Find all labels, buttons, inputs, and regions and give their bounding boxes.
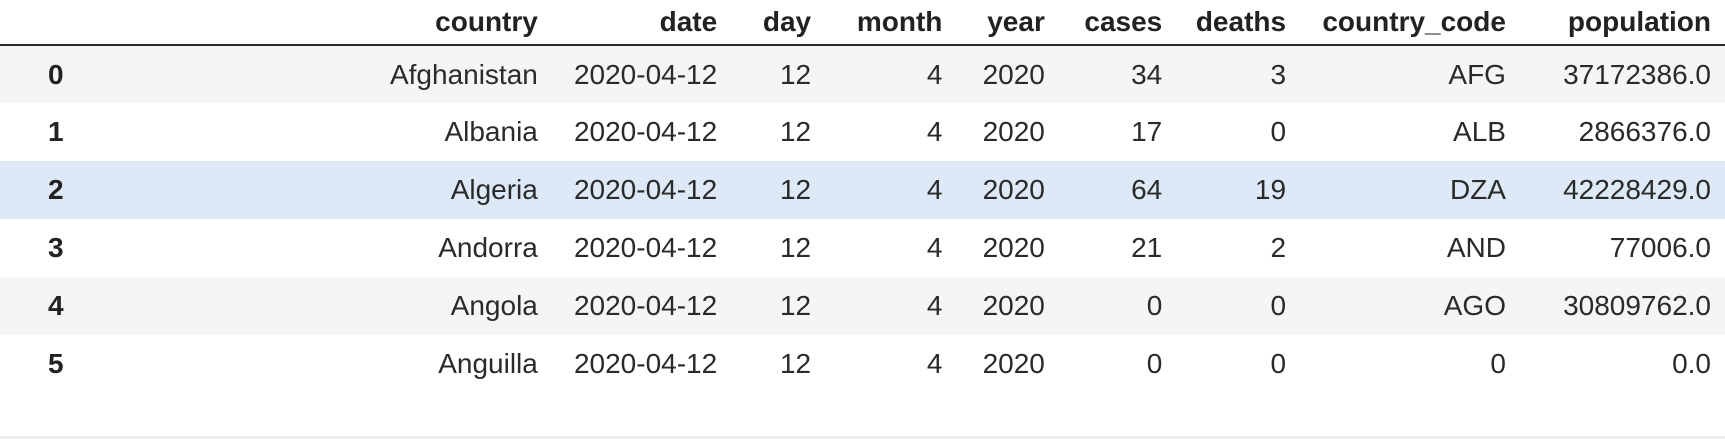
cell-day: 12 — [779, 232, 812, 263]
cell-date: 2020-04-12 — [573, 58, 718, 90]
row-index: 0 — [48, 58, 64, 90]
column-header[interactable]: cases — [1058, 0, 1177, 46]
cell-day: 12 — [779, 348, 812, 379]
column-header[interactable]: country — [112, 0, 552, 46]
cell-day: 12 — [779, 58, 812, 90]
column-header[interactable]: day — [731, 0, 826, 46]
cell-population: 2866376.0 — [1578, 116, 1711, 147]
cell-cases: 0 — [1146, 290, 1163, 321]
cell-date: 2020-04-12 — [573, 290, 718, 321]
cell-year: 2020 — [982, 290, 1045, 321]
cell-cases: 0 — [1146, 348, 1163, 379]
column-header[interactable]: month — [825, 0, 957, 46]
cell-deaths: 0 — [1270, 290, 1287, 321]
table-row[interactable]: 3 Andorra 2020-04-12 12 4 2020 21 2 AND … — [0, 219, 1725, 277]
cell-cases: 21 — [1131, 232, 1163, 263]
cell-cases: 17 — [1131, 116, 1163, 147]
cell-population: 30809762.0 — [1563, 290, 1711, 321]
cell-date: 2020-04-12 — [573, 174, 718, 205]
cell-year: 2020 — [982, 116, 1045, 147]
row-index: 5 — [48, 348, 64, 379]
cell-month: 4 — [926, 174, 943, 205]
cell-country-code: DZA — [1449, 174, 1506, 205]
cell-year: 2020 — [982, 348, 1045, 379]
cell-month: 4 — [926, 58, 943, 90]
bottom-divider — [0, 436, 1725, 439]
cell-country: Albania — [444, 116, 538, 147]
row-index: 2 — [48, 174, 64, 205]
table-header: country date day month year cases deaths… — [0, 0, 1725, 46]
cell-country: Afghanistan — [389, 58, 538, 90]
header-row: country date day month year cases deaths… — [0, 0, 1725, 46]
cell-date: 2020-04-12 — [573, 116, 718, 147]
cell-population: 37172386.0 — [1563, 58, 1711, 90]
column-header[interactable]: deaths — [1176, 0, 1301, 46]
cell-day: 12 — [779, 174, 812, 205]
cell-country: Algeria — [450, 174, 538, 205]
cell-population: 42228429.0 — [1563, 174, 1711, 205]
cell-deaths: 0 — [1270, 348, 1287, 379]
cell-cases: 64 — [1131, 174, 1163, 205]
cell-country-code: AFG — [1448, 58, 1506, 90]
table-row-highlighted[interactable]: 2 Algeria 2020-04-12 12 4 2020 64 19 DZA… — [0, 161, 1725, 219]
column-header[interactable]: population — [1519, 0, 1725, 46]
row-index: 1 — [48, 116, 64, 147]
cell-date: 2020-04-12 — [573, 348, 718, 379]
cell-deaths: 3 — [1270, 58, 1287, 90]
cell-population: 77006.0 — [1609, 232, 1711, 263]
cell-deaths: 0 — [1270, 116, 1287, 147]
cell-year: 2020 — [982, 58, 1045, 90]
column-header[interactable]: year — [956, 0, 1059, 46]
column-header[interactable]: date — [551, 0, 732, 46]
cell-country-code: 0 — [1490, 348, 1506, 379]
cell-year: 2020 — [982, 174, 1045, 205]
cell-deaths: 2 — [1270, 232, 1287, 263]
table-row[interactable]: 0 Afghanistan 2020-04-12 12 4 2020 34 3 … — [0, 45, 1725, 103]
table-row[interactable]: 5 Anguilla 2020-04-12 12 4 2020 0 0 0 0.… — [0, 335, 1725, 393]
table-body: 0 Afghanistan 2020-04-12 12 4 2020 34 3 … — [0, 45, 1725, 393]
cell-country-code: AGO — [1443, 290, 1506, 321]
cell-country-code: ALB — [1453, 116, 1506, 147]
cell-population: 0.0 — [1672, 348, 1711, 379]
cell-date: 2020-04-12 — [573, 232, 718, 263]
column-header[interactable]: country_code — [1300, 0, 1520, 46]
cell-day: 12 — [779, 116, 812, 147]
cell-day: 12 — [779, 290, 812, 321]
row-index: 4 — [48, 290, 64, 321]
cell-month: 4 — [926, 290, 943, 321]
cell-month: 4 — [926, 116, 943, 147]
index-header — [0, 0, 113, 46]
cell-country: Andorra — [438, 232, 538, 263]
cell-deaths: 19 — [1254, 174, 1287, 205]
dataframe-table: country date day month year cases deaths… — [0, 0, 1725, 393]
cell-country: Angola — [450, 290, 538, 321]
cell-cases: 34 — [1131, 58, 1163, 90]
row-index: 3 — [48, 232, 64, 263]
table-row[interactable]: 4 Angola 2020-04-12 12 4 2020 0 0 AGO 30… — [0, 277, 1725, 335]
table-row[interactable]: 1 Albania 2020-04-12 12 4 2020 17 0 ALB … — [0, 103, 1725, 161]
cell-country: Anguilla — [438, 348, 538, 379]
cell-year: 2020 — [982, 232, 1045, 263]
cell-country-code: AND — [1446, 232, 1506, 263]
cell-month: 4 — [926, 348, 943, 379]
cell-month: 4 — [926, 232, 943, 263]
